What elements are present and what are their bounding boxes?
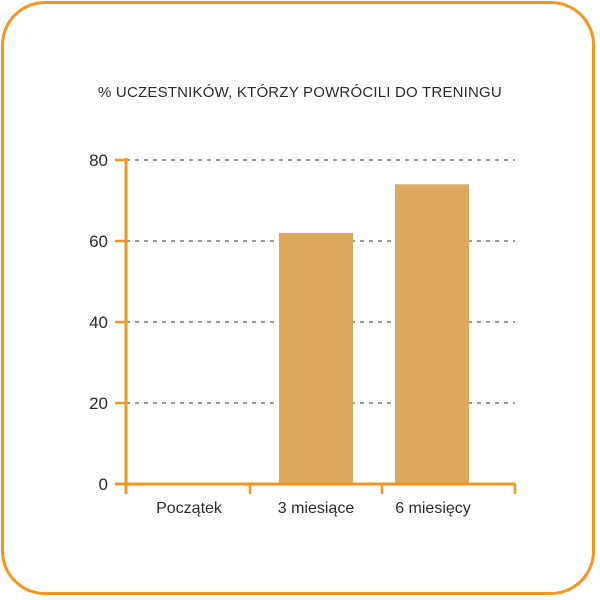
x-tick-label: 3 miesiące [278,500,355,517]
y-tick-label: 80 [89,151,108,170]
labels: 0 20 40 60 80 Początek 3 miesiące 6 miesięcy [89,151,471,517]
x-tick-label: Początek [156,500,223,517]
bars [279,184,469,485]
y-tick-label: 60 [89,232,108,251]
bar [279,232,353,484]
axes [115,158,517,494]
bar [395,184,469,485]
chart-title: % UCZESTNIKÓW, KTÓRZY POWRÓCILI DO TRENI… [98,84,502,101]
y-tick-label: 0 [99,475,108,494]
x-tick-label: 6 miesięcy [395,500,471,517]
y-tick-label: 40 [89,313,108,332]
y-tick-label: 20 [89,394,108,413]
